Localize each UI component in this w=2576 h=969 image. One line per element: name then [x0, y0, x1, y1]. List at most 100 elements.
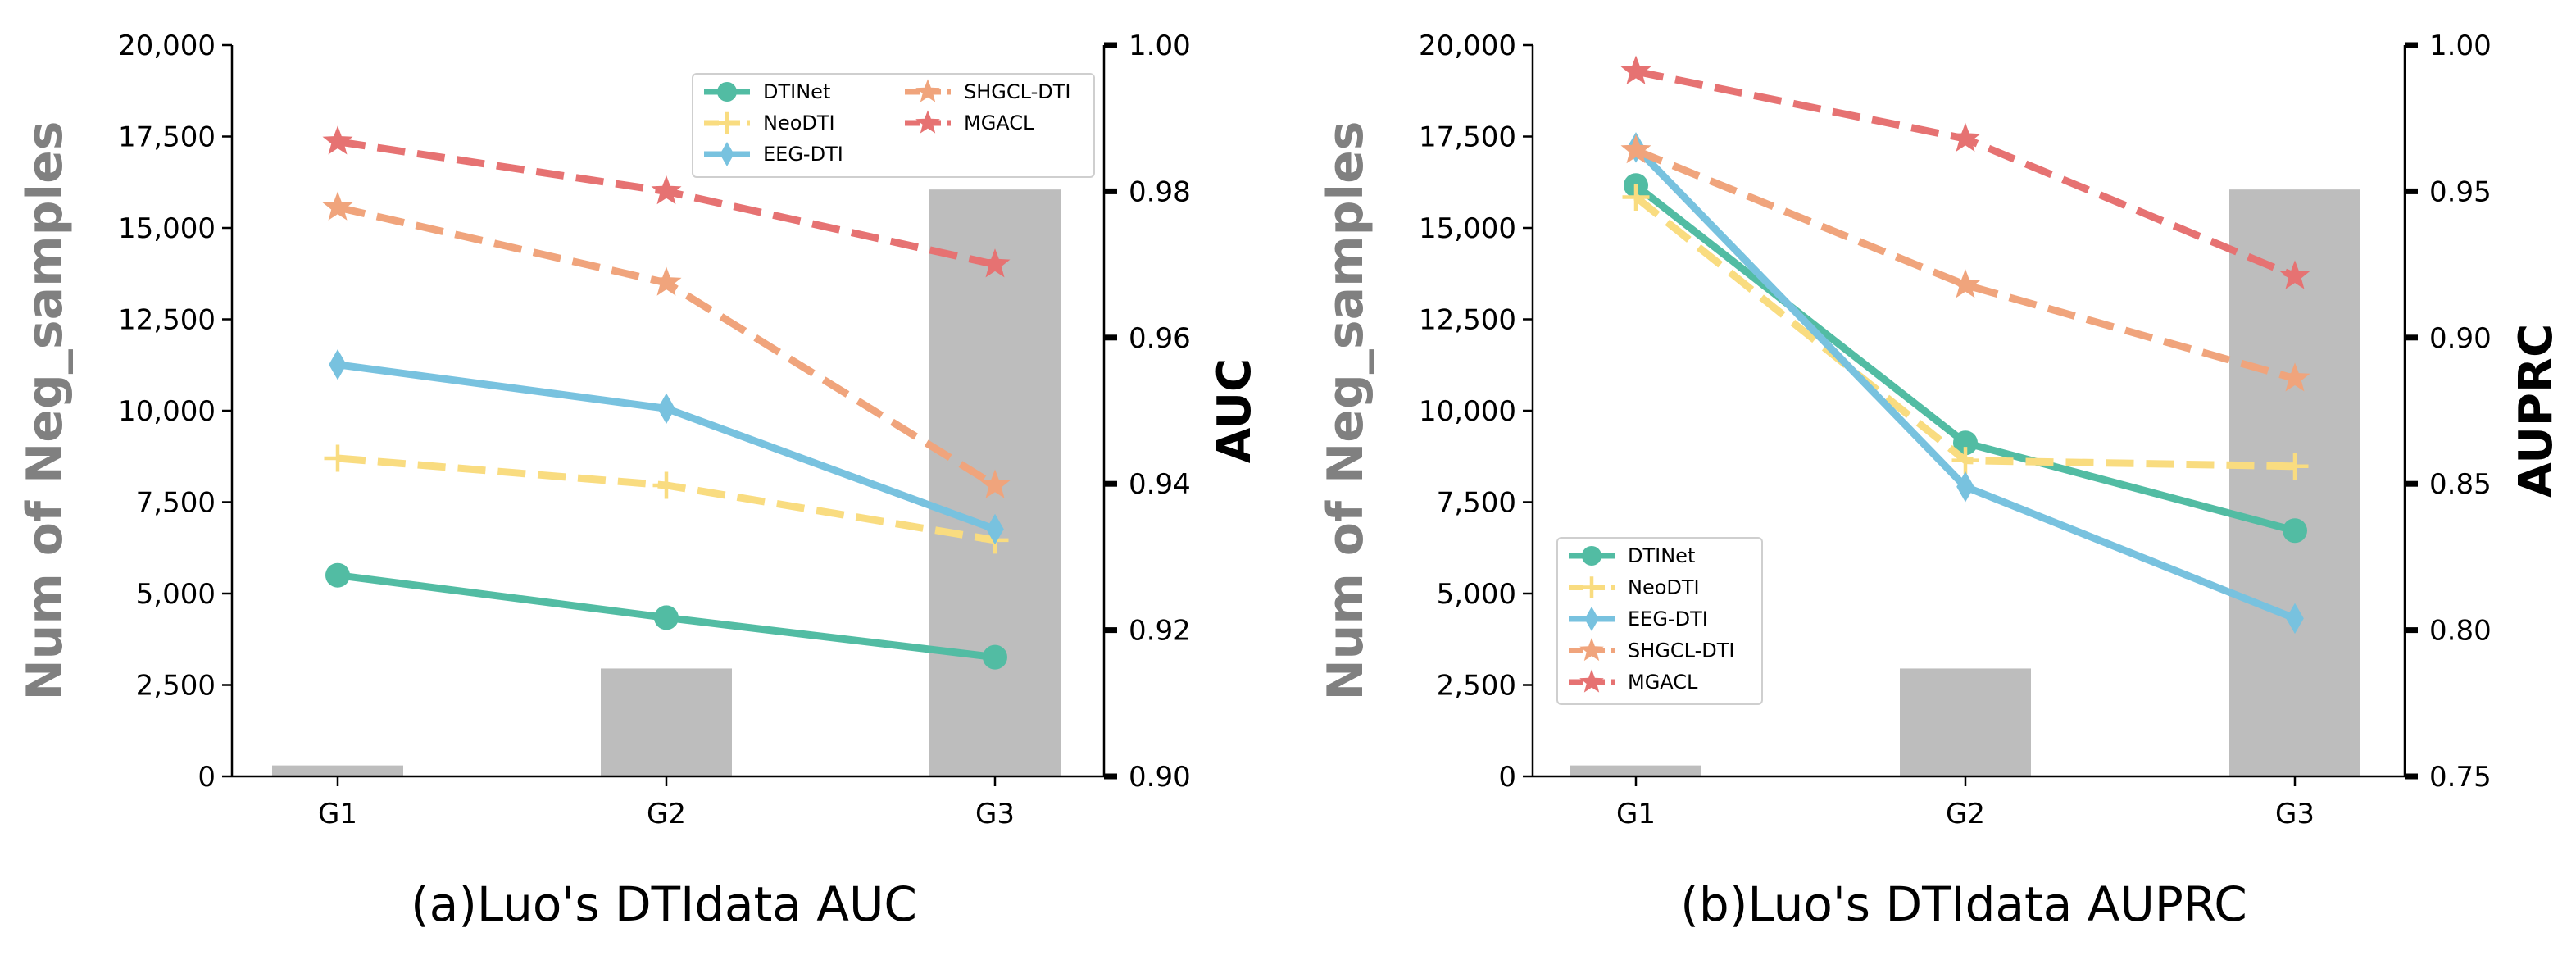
point-EEG-DTI-G2: [1956, 471, 1974, 503]
x-tick-label: G3: [2275, 798, 2315, 830]
legend-marker-MGACL: [1579, 669, 1604, 693]
left-tick-label: 7,500: [136, 487, 216, 520]
left-tick-label: 12,500: [118, 304, 216, 337]
point-EEG-DTI-G1: [329, 349, 347, 380]
left-tick-label: 10,000: [118, 395, 216, 428]
chart-panel-1: 0 2,500 5,000 7,500 10,000 12,500 15,000 17,500…: [16, 30, 1261, 932]
left-tick-label: 15,000: [118, 212, 216, 245]
legend-label: SHGCL-DTI: [964, 80, 1070, 103]
right-tick-label: 0.92: [1129, 615, 1191, 648]
point-EEG-DTI-G3: [2286, 603, 2304, 635]
left-tick-label: 17,500: [118, 121, 216, 154]
right-axis-label: AUC: [1208, 358, 1261, 463]
legend-marker-NeoDTI: [1580, 576, 1603, 598]
point-NeoDTI-G2: [1951, 447, 1979, 475]
x-tick-label: G2: [1946, 798, 1985, 830]
point-DTINet-G1: [325, 562, 350, 588]
legend-marker-EEG-DTI: [1584, 607, 1599, 631]
x-tick-label: G1: [318, 798, 357, 830]
legend-label: DTINet: [1628, 544, 1695, 567]
right-tick-label: 0.94: [1129, 468, 1191, 501]
bar-G1: [272, 765, 403, 776]
right-axis-label: AUPRC: [2510, 324, 2563, 498]
left-tick-label: 2,500: [136, 670, 216, 703]
bar-G2: [1900, 668, 2031, 776]
legend-marker-MGACL: [915, 110, 940, 134]
left-tick-label: 5,000: [136, 578, 216, 611]
point-MGACL-G1: [322, 125, 353, 155]
point-DTINet-G3: [983, 644, 1007, 670]
left-tick-label: 5,000: [1437, 578, 1516, 611]
point-MGACL-G2: [651, 175, 682, 205]
legend-label: NeoDTI: [1628, 576, 1700, 599]
left-tick-label: 7,500: [1437, 487, 1516, 520]
point-MGACL-G3: [2279, 260, 2310, 289]
legend-label: DTINet: [763, 80, 830, 103]
left-tick-label: 12,500: [1419, 304, 1516, 337]
point-DTINet-G3: [2283, 518, 2307, 544]
point-EEG-DTI-G3: [986, 513, 1004, 545]
left-tick-label: 10,000: [1419, 395, 1516, 428]
left-tick-label: 20,000: [1419, 30, 1516, 62]
left-tick-label: 0: [1498, 761, 1516, 794]
legend-label: EEG-DTI: [763, 143, 843, 166]
right-tick-label: 0.75: [2429, 761, 2492, 794]
bar-G1: [1570, 765, 1701, 776]
chart-caption: (b)Luo's DTIdata AUPRC: [1680, 876, 2247, 932]
legend-label: EEG-DTI: [1628, 607, 1708, 630]
right-tick-label: 0.90: [1129, 761, 1191, 794]
series-line-EEG-DTI: [337, 361, 997, 533]
legend-marker-NeoDTI: [716, 111, 738, 134]
legend-marker-EEG-DTI: [720, 142, 734, 166]
point-DTINet-G2: [654, 605, 679, 630]
x-tick-label: G3: [975, 798, 1015, 830]
point-NeoDTI-G1: [324, 444, 352, 472]
legend-label: NeoDTI: [763, 111, 835, 134]
left-tick-label: 15,000: [1419, 212, 1516, 245]
legend-marker-SHGCL-DTI: [1579, 637, 1604, 662]
series-line-SHGCL-DTI: [336, 203, 997, 489]
series-line-SHGCL-DTI: [1634, 147, 2297, 383]
point-MGACL-G2: [1950, 122, 1981, 152]
point-SHGCL-DTI-G3: [2279, 362, 2310, 392]
bar-G3: [2229, 189, 2360, 777]
chart-panel-2: 0 2,500 5,000 7,500 10,000 12,500 15,000 17,500…: [1317, 30, 2563, 932]
legend-box: [1556, 537, 1763, 705]
legend: DTINet NeoDTI EEG-DTI SHGCL-DTI MGACL: [1556, 537, 1763, 705]
legend-box: [692, 73, 1095, 178]
point-NeoDTI-G3: [2281, 453, 2309, 480]
right-tick-label: 1.00: [1129, 30, 1191, 62]
right-tick-label: 0.85: [2429, 468, 2492, 501]
point-EEG-DTI-G2: [657, 393, 675, 425]
chart-caption: (a)Luo's DTIdata AUC: [411, 876, 917, 932]
left-axis-label: Num of Neg_samples: [1317, 121, 1374, 700]
legend-label: MGACL: [1628, 671, 1698, 694]
right-tick-label: 0.98: [1129, 175, 1191, 208]
point-DTINet-G2: [1953, 430, 1978, 456]
right-tick-label: 0.90: [2429, 322, 2492, 355]
legend: DTINet NeoDTI EEG-DTI SHGCL-DTI MGACL: [692, 73, 1095, 178]
left-tick-label: 17,500: [1419, 121, 1516, 154]
left-tick-label: 2,500: [1437, 670, 1516, 703]
bar-G2: [601, 668, 732, 776]
legend-label: MGACL: [964, 111, 1034, 134]
point-MGACL-G1: [1620, 55, 1651, 84]
point-SHGCL-DTI-G1: [322, 191, 353, 221]
right-tick-label: 0.96: [1129, 322, 1191, 355]
right-tick-label: 0.95: [2429, 175, 2492, 208]
legend-label: SHGCL-DTI: [1628, 639, 1734, 662]
point-MGACL-G3: [979, 248, 1011, 278]
legend-marker-DTINet: [1582, 546, 1601, 566]
point-NeoDTI-G2: [652, 471, 680, 499]
point-NeoDTI-G1: [1622, 184, 1650, 212]
x-tick-label: G1: [1616, 798, 1656, 830]
x-tick-label: G2: [647, 798, 686, 830]
left-tick-label: 0: [198, 761, 216, 794]
legend-marker-SHGCL-DTI: [915, 79, 940, 102]
right-tick-label: 0.80: [2429, 615, 2492, 648]
left-tick-label: 20,000: [118, 30, 216, 62]
left-axis-label: Num of Neg_samples: [16, 121, 74, 700]
point-SHGCL-DTI-G2: [651, 266, 682, 296]
point-SHGCL-DTI-G1: [1620, 134, 1651, 164]
